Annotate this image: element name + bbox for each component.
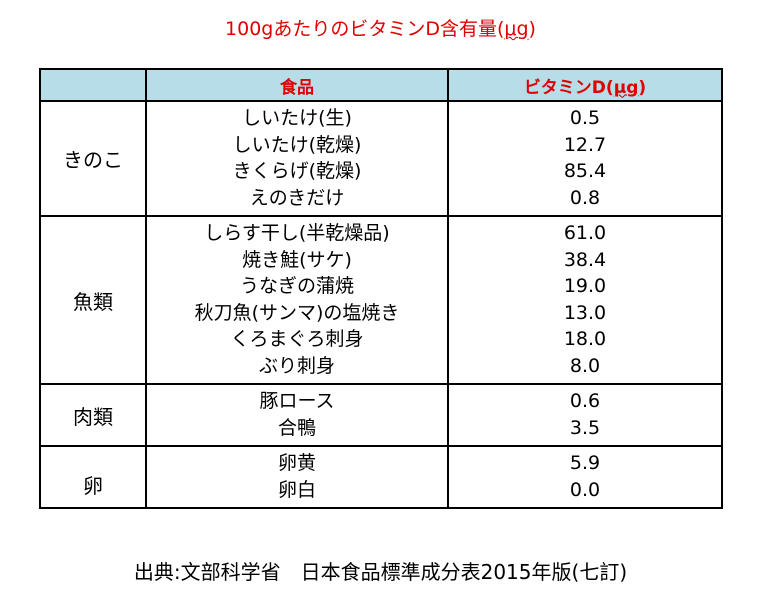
- vitamin-d-value: 3.5: [569, 416, 601, 439]
- vitamin-d-value: 13.0: [563, 301, 607, 324]
- value-list-cell: 5.9 0.0: [447, 445, 723, 509]
- table-row: 肉類 豚ロース 合鴨 0.6 3.5: [39, 383, 723, 447]
- header-vitamin-unit: μg: [613, 77, 639, 98]
- value-list-cell: 61.0 38.4 19.0 13.0 18.0 8.0: [447, 215, 723, 385]
- value-list-cell: 0.6 3.5: [447, 383, 723, 447]
- header-vitamin-text: ビタミンD(: [523, 77, 614, 98]
- vitamin-d-value: 19.0: [563, 275, 607, 297]
- vitamin-d-value: 0.6: [569, 390, 601, 412]
- food-name: 卵白: [277, 478, 316, 501]
- food-name: くろまぐろ刺身: [230, 328, 364, 350]
- food-name: 合鴨: [277, 416, 316, 439]
- category-cell: きのこ: [39, 100, 147, 217]
- table-row: 卵卵黄 卵白 5.9 0.0: [39, 445, 723, 509]
- category-cell: 卵: [39, 445, 147, 509]
- food-list-cell: 豚ロース 合鴨: [145, 383, 449, 447]
- food-name: しらす干し(半乾燥品): [204, 222, 390, 244]
- source-citation: 出典:文部科学省 日本食品標準成分表2015年版(七訂): [133, 560, 628, 584]
- vitamin-d-value: 5.9: [569, 452, 601, 474]
- food-list-cell: 卵黄 卵白: [145, 445, 449, 509]
- food-name: 秋刀魚(サンマ)の塩焼き: [194, 301, 400, 324]
- header-food: 食品: [145, 68, 449, 102]
- food-name: きくらげ(乾燥): [232, 160, 362, 182]
- vitamin-d-value: 0.8: [569, 186, 601, 209]
- food-name: えのきだけ: [249, 186, 345, 209]
- vitamin-d-value: 12.7: [563, 133, 607, 156]
- vitamin-d-table: 食品 ビタミンD(μg) きのこ しいたけ(生) しいたけ(乾燥) きくらげ(乾燥) え…: [39, 68, 723, 509]
- table-row: きのこ しいたけ(生) しいたけ(乾燥) きくらげ(乾燥) えのきだけ 0.5 12.7 85…: [39, 100, 723, 217]
- food-name: うなぎの蒲焼: [239, 275, 354, 297]
- food-name: 焼き鮭(サケ): [242, 248, 352, 271]
- header-vitamin-suffix: ): [638, 77, 647, 98]
- vitamin-d-value: 61.0: [563, 222, 607, 244]
- title-suffix: ): [528, 18, 536, 40]
- vitamin-d-value: 38.4: [563, 248, 607, 271]
- vitamin-d-value: 0.5: [569, 107, 601, 129]
- food-name: 豚ロース: [259, 390, 335, 412]
- header-category: [39, 68, 147, 102]
- food-list-cell: しらす干し(半乾燥品) 焼き鮭(サケ) うなぎの蒲焼秋刀魚(サンマ)の塩焼き くろまぐ…: [145, 215, 449, 385]
- table-header-row: 食品 ビタミンD(μg): [39, 68, 723, 102]
- vitamin-d-value: 0.0: [569, 478, 601, 501]
- table-row: 魚類 しらす干し(半乾燥品) 焼き鮭(サケ) うなぎの蒲焼秋刀魚(サンマ)の塩焼き くろ…: [39, 215, 723, 385]
- title-unit: μg: [504, 18, 529, 40]
- header-vitamin-d: ビタミンD(μg): [447, 68, 723, 102]
- vitamin-d-value: 8.0: [569, 354, 601, 377]
- category-cell: 魚類: [39, 215, 147, 385]
- food-name: しいたけ(乾燥): [232, 133, 362, 156]
- value-list-cell: 0.5 12.7 85.4 0.8: [447, 100, 723, 217]
- title-text: 100gあたりのビタミンD含有量(: [225, 18, 505, 40]
- food-name: 卵黄: [277, 452, 316, 474]
- food-list-cell: しいたけ(生) しいたけ(乾燥) きくらげ(乾燥) えのきだけ: [145, 100, 449, 217]
- page-title: 100gあたりのビタミンD含有量(μg): [0, 17, 761, 41]
- food-name: しいたけ(生): [242, 107, 352, 129]
- food-name: ぶり刺身: [258, 354, 335, 377]
- vitamin-d-value: 18.0: [563, 328, 607, 350]
- vitamin-d-value: 85.4: [563, 160, 607, 182]
- category-cell: 肉類: [39, 383, 147, 447]
